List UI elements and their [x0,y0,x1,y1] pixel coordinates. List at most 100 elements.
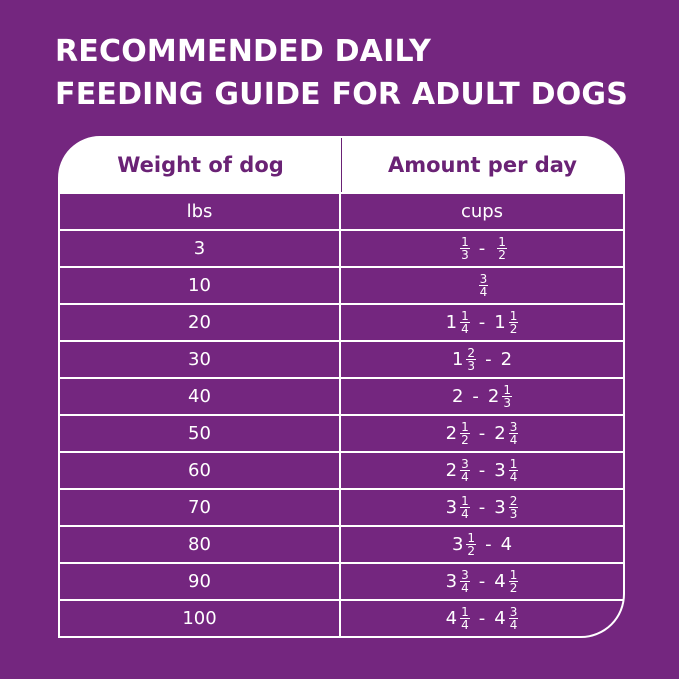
amount-whole: 3 [445,497,458,518]
fraction-denominator: 4 [461,470,469,484]
weight-cell: 3 [60,231,339,266]
amount-whole: 2 [500,349,513,370]
table-row: 40 2-2 1 3 [60,379,623,414]
range-separator: - [478,312,486,333]
amount-whole: 3 [494,460,506,481]
fraction-denominator: 4 [461,507,469,521]
unit-weight: lbs [60,194,339,229]
weight-cell: 80 [60,527,339,562]
amount-whole: 4 [494,571,506,592]
fraction-numerator: 1 [460,494,470,508]
table-row: 100 4 1 4-4 3 4 [60,601,623,636]
amount-whole: 4 [445,608,458,629]
range-separator: - [485,349,492,370]
fraction-denominator: 4 [509,618,518,632]
fraction-denominator: 4 [509,470,518,484]
table-row: 80 3 1 2-4 [60,527,623,562]
amount-whole: 2 [445,460,458,481]
range-separator: - [478,571,486,592]
amount-whole: 1 [451,349,464,370]
range-separator: - [485,534,492,555]
fraction-numerator: 1 [508,568,519,582]
fraction-denominator: 3 [509,507,518,521]
weight-cell: 10 [60,268,339,303]
unit-amount: cups [341,194,623,229]
fraction-numerator: 3 [508,420,519,434]
page-title: RECOMMENDED DAILY FEEDING GUIDE FOR ADUL… [55,30,628,116]
range-separator: - [472,386,479,407]
fraction-denominator: 2 [509,322,518,336]
range-separator: - [478,497,486,518]
weight-cell: 30 [60,342,339,377]
fraction-denominator: 2 [509,581,518,595]
fraction-denominator: 2 [498,248,506,262]
fraction-denominator: 2 [467,544,476,558]
table-row: 60 2 3 4-3 1 4 [60,453,623,488]
range-separator: - [478,460,486,481]
header-weight: Weight of dog [60,138,342,192]
fraction-denominator: 3 [467,359,476,373]
amount-whole: 2 [494,423,506,444]
fraction-numerator: 3 [460,457,470,471]
weight-cell: 50 [60,416,339,451]
range-separator: - [478,608,486,629]
weight-cell: 60 [60,453,339,488]
weight-cell: 70 [60,490,339,525]
weight-cell: 90 [60,564,339,599]
amount-whole: 2 [445,423,458,444]
units-row: lbs cups [60,194,623,229]
fraction-numerator: 3 [460,568,470,582]
weight-cell: 40 [60,379,339,414]
amount-whole: 2 [487,386,500,407]
amount-whole: 3 [445,571,458,592]
fraction-numerator: 3 [508,605,519,619]
range-separator: - [478,423,486,444]
fraction-numerator: 1 [508,309,519,323]
fraction-denominator: 4 [461,618,469,632]
table-row: 90 3 3 4-4 1 2 [60,564,623,599]
fraction-numerator: 1 [460,235,470,249]
fraction-numerator: 1 [497,235,507,249]
range-separator: - [478,238,486,259]
fraction-denominator: 4 [461,581,469,595]
fraction-denominator: 3 [461,248,469,262]
table-row: 50 2 1 2-2 3 4 [60,416,623,451]
fraction-numerator: 2 [466,346,477,360]
title-line-1: RECOMMENDED DAILY [55,34,432,69]
fraction-denominator: 3 [503,396,512,410]
fraction-numerator: 1 [466,531,477,545]
weight-cell: 100 [60,601,339,636]
fraction-numerator: 1 [508,457,519,471]
amount-whole: 4 [500,534,513,555]
fraction-numerator: 1 [460,605,470,619]
amount-whole: 2 [451,386,464,407]
